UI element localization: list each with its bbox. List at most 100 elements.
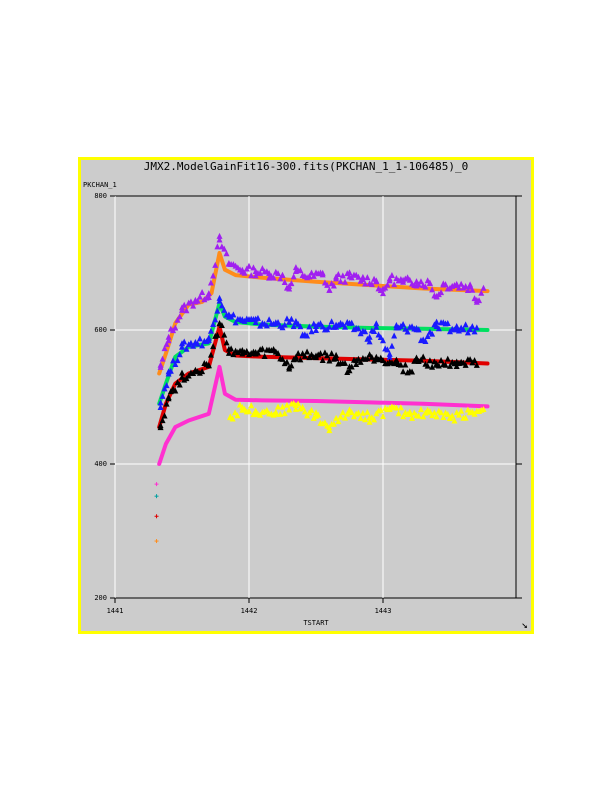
data-point [299,332,306,339]
data-point [248,402,255,409]
x-axis-label: TSTART [303,619,329,627]
data-point [406,368,413,375]
data-point [279,355,286,362]
data-point [252,318,259,325]
data-point [326,286,333,293]
series-0-points [157,232,487,370]
y-tick-label: 600 [94,326,107,334]
data-point [286,406,293,413]
data-point [183,307,190,314]
data-point [460,326,467,333]
data-point [250,264,257,271]
data-point [161,412,168,419]
data-point [359,409,366,416]
data-point [297,356,304,363]
series-3-points [227,399,487,434]
data-point [288,280,295,287]
data-point [225,260,232,266]
data-point [192,339,199,346]
data-point [373,277,380,284]
data-point [306,323,313,330]
data-point [426,408,433,415]
chart-title: JMX2.ModelGainFit16-300.fits(PKCHAN_1_1-… [143,160,469,173]
plot-window: JMX2.ModelGainFit16-300.fits(PKCHAN_1_1-… [78,157,534,634]
data-point [364,274,371,281]
data-point [362,328,369,335]
data-point [207,327,214,334]
data-point [357,358,364,365]
data-point [420,337,427,344]
data-point [373,323,380,330]
data-point [422,283,429,290]
data-point [297,266,304,273]
data-point [207,279,214,286]
data-point [362,280,369,287]
data-point [377,406,384,413]
data-point [462,414,469,421]
data-point [183,345,190,352]
data-point [451,417,458,424]
data-point [330,420,337,427]
data-point [462,321,469,328]
data-point [353,324,360,331]
data-point [216,294,223,301]
data-point [326,427,333,434]
data-point [277,410,284,417]
data-point [283,358,290,365]
data-point [339,272,346,279]
data-point [225,313,232,320]
data-point [366,418,373,425]
resize-handle-icon[interactable]: ↘ [521,618,528,631]
data-point [313,326,319,333]
data-point [199,368,206,375]
data-point [239,350,246,357]
data-point [453,325,460,332]
x-tick-label: 1443 [375,607,392,615]
data-point [292,264,299,271]
data-point [330,282,337,289]
y-tick-label: 800 [94,192,107,200]
data-point [157,363,164,370]
data-point [232,409,239,416]
data-point [176,381,183,388]
data-point [462,361,469,368]
data-point [216,232,223,239]
data-point [397,404,404,411]
data-point [424,362,431,369]
data-point [297,323,304,330]
data-point [172,361,179,368]
data-point [429,330,436,337]
data-point [179,369,185,376]
series-3-fit-line [157,364,490,466]
data-point [313,352,319,359]
data-point [161,385,168,392]
data-point [413,356,420,363]
data-point [159,417,166,424]
data-point [214,331,221,338]
data-point [342,323,349,330]
data-point [337,278,344,285]
data-point [176,313,183,320]
data-point [317,350,324,357]
data-point [380,413,386,420]
data-point [281,321,288,328]
data-point [458,280,465,287]
data-point [292,318,299,325]
data-point [386,275,393,282]
data-point [223,250,230,257]
data-point [172,324,179,331]
series-2-points [157,320,480,431]
data-point [218,302,225,309]
data-point [165,337,172,344]
data-point [163,340,170,347]
data-point [440,281,447,288]
data-point [362,416,369,423]
data-point [366,333,373,340]
data-point [406,276,413,283]
x-tick-label: 1441 [107,607,124,615]
data-point [467,356,474,363]
data-point [290,273,297,280]
data-point [333,321,340,328]
data-point [413,324,420,331]
data-point [232,319,239,326]
